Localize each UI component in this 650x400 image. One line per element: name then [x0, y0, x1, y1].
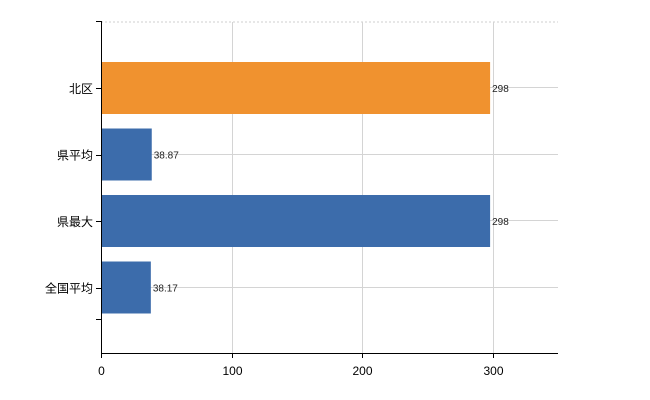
bar [102, 261, 151, 314]
category-label: 北区 [69, 82, 93, 96]
category-label: 全国平均 [45, 281, 93, 296]
category-label: 県平均 [57, 149, 93, 163]
category-label: 県最大 [57, 215, 93, 229]
data-label: 38.87 [154, 151, 179, 162]
axes [101, 21, 558, 354]
data-label: 38.17 [153, 284, 178, 295]
x-tick-label: 100 [222, 364, 242, 378]
bar [102, 62, 491, 114]
bars [102, 62, 491, 314]
bar [102, 195, 491, 247]
labels: 298 北区 38.87 県平均 298 県最大 38.17 全国平均 0 100 200 300 [45, 21, 509, 378]
data-label: 298 [492, 84, 509, 95]
x-tick-label: 200 [352, 364, 372, 378]
bar [102, 128, 152, 181]
x-tick-label: 300 [483, 364, 503, 378]
x-tick-label: 0 [98, 364, 105, 378]
data-label: 298 [492, 217, 509, 228]
